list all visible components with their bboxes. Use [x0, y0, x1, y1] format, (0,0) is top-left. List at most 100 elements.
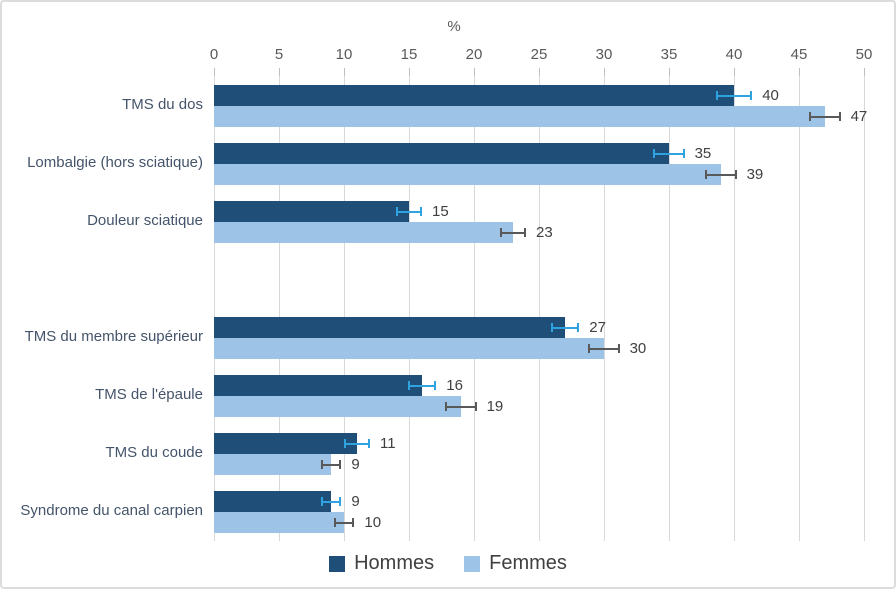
gridline: [473, 76, 475, 541]
error-bar-cap: [339, 497, 342, 506]
error-bar: [445, 405, 477, 408]
bar-hommes: [214, 143, 669, 164]
error-bar: [588, 347, 620, 350]
gridline: [863, 76, 865, 541]
axis-tick-mark: [343, 68, 345, 76]
error-bar-cap: [577, 323, 580, 332]
error-bar-cap: [682, 149, 685, 158]
error-bar: [705, 173, 737, 176]
bar-femmes: [214, 396, 461, 417]
bar-hommes: [214, 201, 409, 222]
gridline: [538, 76, 540, 541]
error-bar-cap: [320, 497, 323, 506]
axis-tick-label: 10: [335, 46, 353, 63]
error-bar-cap: [734, 170, 737, 179]
error-bar: [320, 463, 342, 466]
value-label: 9: [351, 492, 360, 510]
axis-tick-mark: [213, 68, 215, 76]
axis-tick-mark: [733, 68, 735, 76]
error-bar-cap: [420, 207, 422, 216]
axis-tick-label: 15: [400, 46, 418, 63]
chart-legend: Hommes Femmes: [2, 552, 894, 575]
gridline: [733, 76, 735, 541]
error-bar-cap: [550, 323, 553, 332]
bar-hommes: [214, 433, 357, 454]
error-bar-cap: [653, 149, 656, 158]
error-bar-cap: [524, 228, 526, 237]
legend-swatch-icon: [329, 555, 346, 572]
value-label: 15: [432, 202, 449, 220]
category-label: TMS du coude: [105, 444, 203, 461]
axis-tick-label: 5: [274, 46, 284, 63]
error-bar: [715, 94, 753, 97]
bar-hommes: [214, 375, 422, 396]
error-bar-cap: [333, 518, 336, 527]
category-label: Douleur sciatique: [87, 212, 203, 229]
bar-femmes: [214, 164, 721, 185]
axis-tick-mark: [863, 68, 865, 76]
error-bar-cap: [500, 228, 502, 237]
value-label: 11: [380, 434, 396, 452]
error-bar-cap: [705, 170, 708, 179]
value-label: 16: [446, 376, 463, 394]
axis-tick-mark: [798, 68, 800, 76]
error-bar-cap: [588, 344, 591, 353]
error-bar-cap: [339, 460, 342, 469]
value-label: 35: [694, 144, 712, 162]
error-bar: [809, 115, 841, 118]
bar-femmes: [214, 512, 344, 533]
x-axis-title: %: [447, 18, 461, 35]
legend-swatch-icon: [464, 555, 481, 572]
category-label: Lombalgie (hors sciatique): [27, 154, 203, 171]
error-bar: [500, 231, 526, 234]
gridline: [668, 76, 670, 541]
error-bar-cap: [715, 91, 718, 100]
category-label: TMS du dos: [122, 96, 203, 113]
error-bar-cap: [368, 439, 370, 448]
axis-tick-label: 30: [595, 46, 613, 63]
axis-tick-label: 45: [790, 46, 808, 63]
legend-label: Femmes: [489, 552, 567, 574]
gridline: [343, 76, 345, 541]
error-bar: [653, 152, 685, 155]
category-label: TMS de l'épaule: [95, 386, 203, 403]
gridline: [213, 76, 215, 541]
error-bar-cap: [352, 518, 355, 527]
error-bar-cap: [750, 91, 753, 100]
error-bar-cap: [320, 460, 323, 469]
axis-tick-label: 50: [855, 46, 873, 63]
value-label: 39: [746, 165, 764, 183]
error-bar-cap: [407, 381, 410, 390]
value-label: 10: [364, 513, 382, 531]
value-label: 23: [536, 223, 553, 241]
axis-tick-label: 40: [725, 46, 743, 63]
bar-hommes: [214, 317, 565, 338]
value-label: 19: [486, 397, 504, 415]
value-label: 27: [589, 318, 606, 336]
error-bar-cap: [809, 112, 812, 121]
legend-item-hommes: Hommes: [329, 552, 434, 575]
bar-hommes: [214, 491, 331, 512]
bar-femmes: [214, 222, 513, 243]
gridline: [798, 76, 800, 541]
axis-tick-mark: [408, 68, 410, 76]
gridline: [278, 76, 280, 541]
error-bar-cap: [434, 381, 437, 390]
error-bar-cap: [396, 207, 398, 216]
value-label: 9: [351, 455, 360, 473]
error-bar: [550, 326, 580, 329]
axis-tick-label: 0: [209, 46, 219, 63]
axis-tick-mark: [668, 68, 670, 76]
value-label: 40: [762, 86, 779, 104]
error-bar: [333, 521, 355, 524]
error-bar-cap: [617, 344, 620, 353]
gridline: [408, 76, 410, 541]
bar-femmes: [214, 106, 825, 127]
axis-tick-mark: [278, 68, 280, 76]
error-bar: [396, 210, 422, 213]
error-bar: [320, 500, 342, 503]
error-bar-cap: [474, 402, 477, 411]
legend-item-femmes: Femmes: [464, 552, 567, 575]
error-bar-cap: [838, 112, 841, 121]
